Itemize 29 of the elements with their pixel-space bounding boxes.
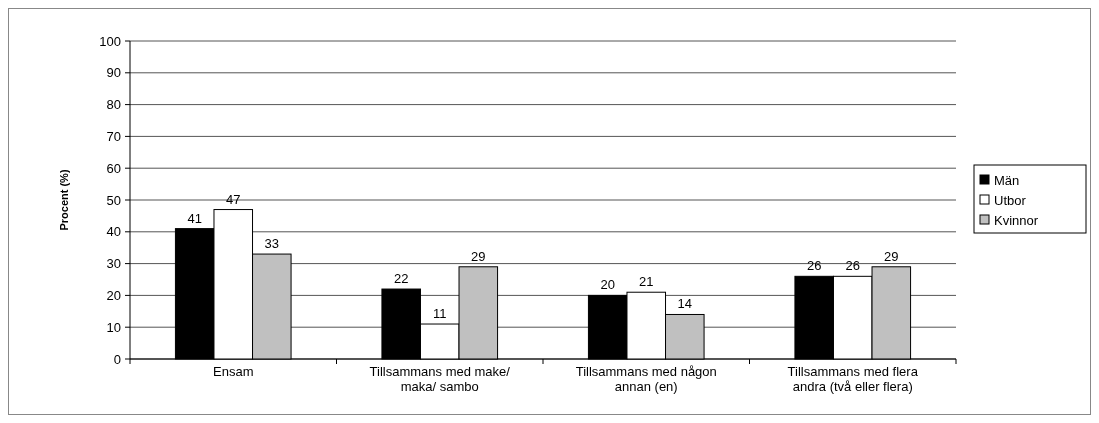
x-tick-label: Tillsammans med make/ maka/ sambo [369, 364, 511, 394]
y-tick-label: 20 [106, 287, 121, 303]
y-tick-label: 70 [106, 128, 121, 144]
y-axis-title: Procent (%) [58, 169, 70, 231]
x-tick-label: Ensam [213, 364, 254, 379]
y-tick-label: 10 [106, 319, 121, 335]
data-label: 29 [471, 248, 486, 264]
data-label: 14 [677, 296, 693, 312]
y-tick-label: 90 [106, 65, 121, 81]
y-tick-label: 60 [106, 160, 121, 176]
data-label: 21 [639, 274, 654, 290]
y-tick-label: 0 [113, 351, 121, 367]
data-label: 41 [187, 210, 202, 226]
x-tick-label: Tillsammans med någon annan (en) [575, 364, 717, 394]
data-label: 11 [433, 306, 447, 322]
legend-label: Utbor [994, 192, 1027, 208]
data-label: 29 [884, 248, 899, 264]
y-tick-label: 40 [106, 224, 121, 240]
legend-label: Män [994, 172, 1020, 188]
data-label: 33 [264, 236, 280, 252]
y-tick-label: 80 [106, 97, 121, 113]
y-tick-label: 50 [106, 192, 121, 208]
x-tick-label: Tillsammans med flera andra (två eller flera) [787, 364, 919, 394]
legend-label: Kvinnor [994, 212, 1039, 228]
data-label: 47 [226, 191, 241, 207]
data-label: 20 [600, 277, 615, 293]
y-tick-label: 100 [99, 33, 121, 49]
y-tick-label: 30 [106, 256, 121, 272]
data-label: 22 [393, 271, 409, 287]
